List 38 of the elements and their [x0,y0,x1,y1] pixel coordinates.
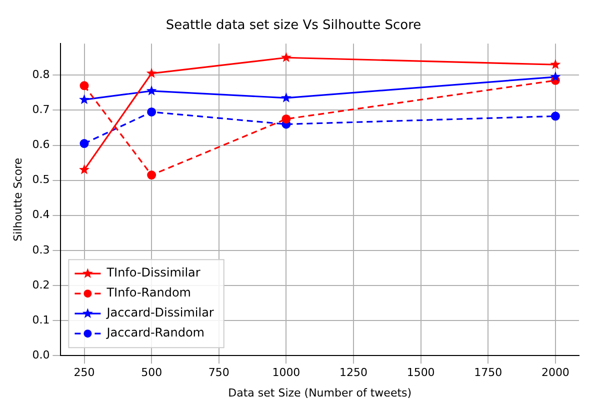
x-tick-label: 1750 [474,366,502,380]
y-tick-label: 0.8 [32,68,50,82]
x-tick-label: 500 [141,366,162,380]
x-tick-label: 1250 [340,366,368,380]
y-tick-label: 0.7 [32,103,50,116]
legend-label: TInfo-Dissimilar [106,266,200,280]
y-axis-title: Silhoutte Score [11,158,24,242]
point [147,170,156,180]
point [79,94,90,104]
x-axis-title: Data set Size (Number of tweets) [228,386,412,400]
x-tick-label: 750 [208,366,230,380]
x-tick-label: 1500 [406,366,435,380]
point [280,52,292,62]
legend-label: TInfo-Random [106,286,191,300]
y-tick-label: 0.4 [32,208,50,222]
x-tick-label: 1000 [272,366,300,380]
point [550,112,560,121]
point [282,114,291,124]
legend-label: Jaccard-Dissimilar [106,306,214,320]
point [80,81,89,90]
y-tick-label: 0.6 [32,138,50,152]
point [146,68,157,78]
point [550,59,561,70]
legend-label: Jaccard-Random [106,326,204,340]
chart-title: Seattle data set size Vs Silhoutte Score [166,18,422,34]
point [550,71,561,82]
y-tick-label: 0.5 [32,173,50,186]
point [79,164,90,174]
point [280,92,292,102]
point [80,139,89,148]
y-tick-label: 0.0 [32,348,50,362]
x-tick-label: 250 [74,366,95,380]
y-tick-label: 0.1 [32,313,50,326]
x-tick-label: 2000 [541,366,570,380]
point [146,85,157,96]
point [147,107,156,116]
y-tick-label: 0.3 [32,243,50,256]
y-tick-label: 0.2 [32,278,50,292]
